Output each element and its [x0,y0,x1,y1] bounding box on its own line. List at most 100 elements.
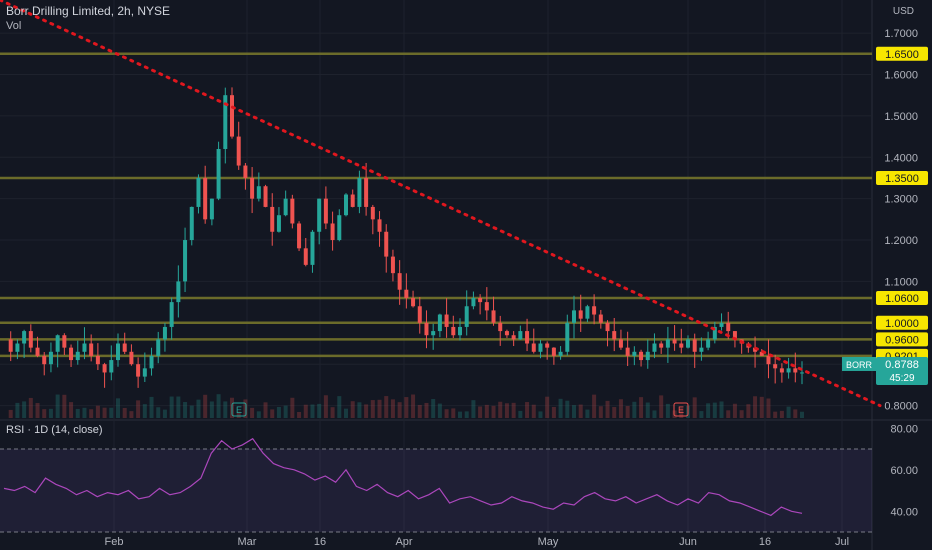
volume-bar [706,403,711,418]
volume-bar [665,403,670,418]
candle-body [149,355,154,369]
candle-body [625,347,630,356]
volume-bar [424,402,429,418]
volume-bar [317,403,322,418]
candle-body [283,198,288,216]
volume-bar [578,404,583,418]
candle-body [116,343,120,361]
candle-body [411,297,416,307]
level-badge [876,170,928,185]
candle-body [136,364,141,377]
candle-body [424,322,429,336]
volume-bar [116,398,120,418]
candle-body [189,206,194,241]
candle-body [350,194,355,207]
volume-bar [491,405,496,418]
candle-body [712,326,717,340]
candle-body [726,322,731,332]
volume-bar [384,396,389,418]
candle-body [786,368,791,373]
x-tick-label: Jun [679,536,697,548]
candle-body [692,339,697,352]
x-tick-label: Apr [395,536,412,548]
candle-body [759,351,764,356]
volume-bar [511,402,516,418]
volume-bar [364,404,369,418]
candle-body [471,297,476,307]
volume-bar [22,401,27,418]
candle-body [618,339,623,348]
volume-bar [498,401,503,418]
candle-body [377,219,382,232]
volume-bar [89,409,94,418]
candle-body [230,95,234,137]
volume-bar [102,407,107,418]
volume-bar [122,407,127,418]
volume-bar [35,403,40,418]
earnings-marker [673,402,689,417]
level-label: 0.9600 [885,334,919,346]
candle-body [109,360,114,373]
volume-bar [585,409,590,418]
volume-bar [639,397,644,418]
volume-bar [390,399,395,418]
volume-bar [759,396,764,418]
last-price-badge [876,356,928,385]
volume-bar [612,407,617,418]
candle-body [585,306,590,319]
volume-bar [464,411,469,418]
volume-bar [350,401,355,418]
candle-body [156,339,161,356]
symbol-title[interactable]: Borr Drilling Limited, 2h, NYSE [6,4,171,18]
volume-bar [592,394,597,418]
volume-bar [42,409,47,418]
candle-body [679,343,684,348]
candle-body [28,331,33,348]
volume-bar [357,402,362,418]
candle-body [773,364,778,369]
level-label: 1.3500 [885,173,919,185]
candle-body [431,331,436,336]
volume-bar [504,403,509,418]
volume-label[interactable]: Vol [6,20,22,32]
candle-body [102,364,107,373]
level-badge [876,315,928,330]
volume-bar [726,410,731,418]
candle-body [256,186,261,199]
candle-body [444,314,449,327]
volume-bar [189,405,194,418]
level-label: 1.6500 [885,49,919,61]
volume-bar [692,397,697,418]
earnings-marker-label: E [678,405,684,415]
volume-bar [290,397,295,418]
volume-bar [377,399,382,418]
volume-bar [276,406,281,418]
candle-body [672,339,677,344]
y-tick-label: 1.1000 [884,276,918,288]
rsi-label[interactable]: RSI · 1D (14, close) [6,424,103,436]
symbol-badge-label: BORR [846,360,873,370]
candle-body [89,343,94,356]
candle-body [390,256,395,274]
level-badge [876,290,928,305]
candle-body [95,355,100,365]
candle-body [572,310,576,323]
volume-bar [404,397,409,418]
volume-bar [518,410,523,418]
volume-bar [766,398,771,418]
volume-bar [209,401,214,418]
candle-body [236,136,241,166]
candle-body [753,347,758,352]
candle-body [458,326,462,336]
candle-body [766,355,771,365]
volume-bar [484,404,489,418]
candle-body [384,231,389,257]
candle-body [303,248,308,265]
countdown-value: 45:29 [889,373,914,384]
axes: Feb Mar 16 Apr May Jun 16 Jul 1.7000 1.6000 1.5000… [105,6,918,548]
candle-body [263,186,268,207]
volume-bar [156,407,161,418]
volume-bar [136,400,141,418]
